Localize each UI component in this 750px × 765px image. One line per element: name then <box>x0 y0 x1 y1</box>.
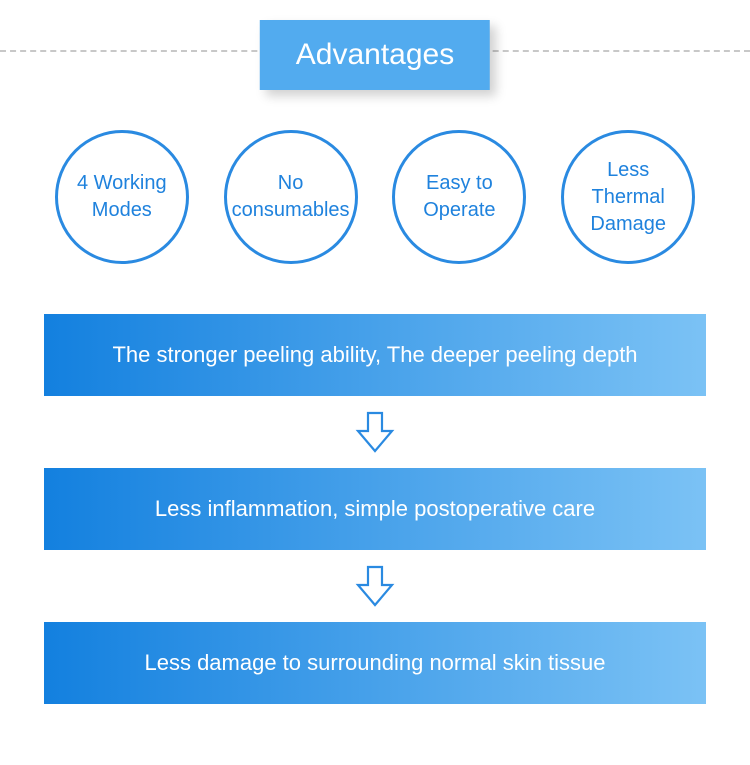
benefit-bar: Less inflammation, simple postoperative … <box>44 468 706 550</box>
circle-feature: No consumables <box>224 130 358 264</box>
bars-area: The stronger peeling ability, The deeper… <box>0 264 750 704</box>
title-badge: Advantages <box>260 20 490 90</box>
arrow-gap <box>44 550 706 622</box>
circle-feature: 4 Working Modes <box>55 130 189 264</box>
benefit-bar: Less damage to surrounding normal skin t… <box>44 622 706 704</box>
circle-feature: Easy to Operate <box>392 130 526 264</box>
arrow-down-icon <box>354 409 396 455</box>
header-area: Advantages <box>0 0 750 110</box>
circles-row: 4 Working Modes No consumables Easy to O… <box>0 110 750 264</box>
arrow-down-icon <box>354 563 396 609</box>
arrow-gap <box>44 396 706 468</box>
benefit-bar: The stronger peeling ability, The deeper… <box>44 314 706 396</box>
circle-feature: Less Thermal Damage <box>561 130 695 264</box>
